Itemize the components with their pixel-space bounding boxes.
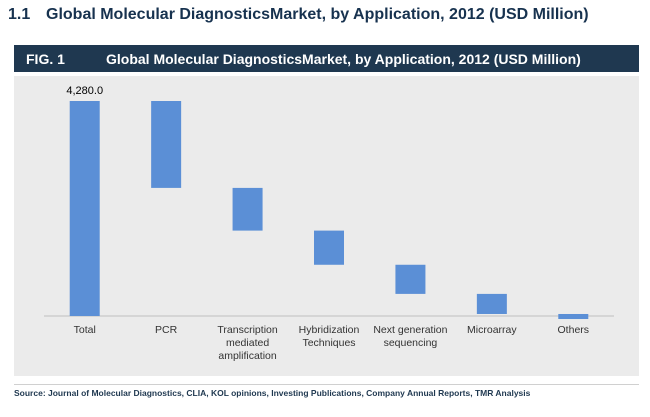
bar-3 — [314, 230, 344, 265]
bar-6 — [558, 313, 589, 320]
x-tick-label-3-1: Techniques — [302, 337, 355, 349]
bar-5 — [476, 293, 507, 314]
bar-0 — [69, 101, 100, 316]
x-tick-label-0-0: Total — [74, 324, 96, 336]
waterfall-chart: 4,280.0 Total PCR Transcriptionmediatedampl… — [44, 85, 614, 362]
chart-panel: 4,280.0 Total PCR Transcription mediated ampl… — [14, 76, 639, 376]
x-tick-label-4-0: Next generation — [373, 324, 447, 336]
x-tick-label-2-2: amplification — [218, 350, 277, 362]
x-tick-label-4-1: sequencing — [384, 337, 438, 349]
bar-1 — [151, 101, 182, 188]
x-tick-label-2-0: Transcription — [217, 324, 277, 336]
section-heading: 1.1 Global Molecular DiagnosticsMarket, b… — [8, 6, 589, 24]
bar-2 — [232, 187, 263, 231]
x-tick-label-5-0: Microarray — [467, 324, 517, 336]
figure-label: FIG. 1 — [26, 51, 65, 67]
x-tick-label-3-0: Hybridization — [299, 324, 360, 336]
section-number: 1.1 — [8, 6, 31, 23]
data-label-0: 4,280.0 — [66, 85, 103, 97]
source-note: Source: Journal of Molecular Diagnostics… — [14, 388, 531, 398]
source-divider — [14, 384, 639, 385]
section-title: Global Molecular DiagnosticsMarket, by A… — [46, 6, 589, 23]
figure-title: Global Molecular DiagnosticsMarket, by A… — [106, 51, 581, 67]
bar-4 — [395, 264, 426, 294]
x-tick-label-6-0: Others — [558, 324, 590, 336]
figure-header: FIG. 1 Global Molecular DiagnosticsMarke… — [14, 45, 639, 72]
x-tick-label-2-1: mediated — [226, 337, 269, 349]
x-tick-label-1-0: PCR — [155, 324, 178, 336]
